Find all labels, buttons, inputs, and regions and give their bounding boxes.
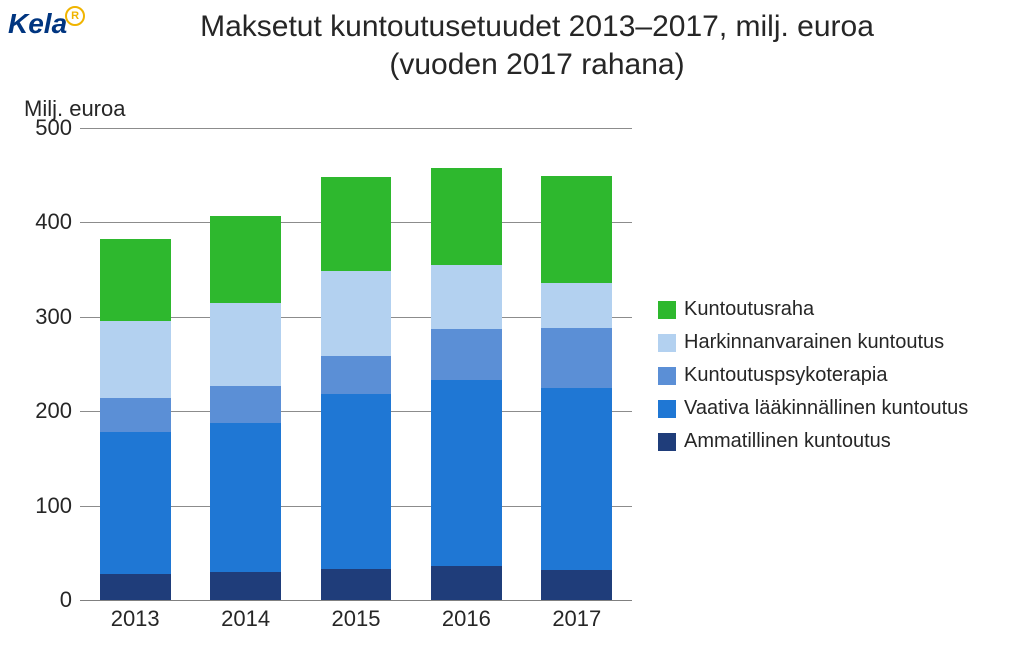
bar-segment-psykoterapia [100, 398, 171, 432]
y-tick-label: 500 [12, 115, 72, 141]
y-tick-label: 200 [12, 398, 72, 424]
bar-segment-vaativa [100, 432, 171, 574]
page-root: KelaR Maksetut kuntoutusetuudet 2013–201… [0, 0, 1024, 670]
bar-segment-vaativa [541, 388, 612, 570]
bar-stack [210, 216, 281, 600]
bar-segment-kuntoutusraha [100, 239, 171, 320]
kela-logo: KelaR [8, 8, 85, 40]
gridline [80, 600, 632, 601]
bar-stack [541, 176, 612, 600]
legend: Kuntoutusraha Harkinnanvarainen kuntoutus… [658, 288, 968, 463]
legend-swatch-icon [658, 433, 676, 451]
bar-segment-harkinnanvar [210, 303, 281, 386]
chart-title: Maksetut kuntoutusetuudet 2013–2017, mil… [90, 8, 984, 83]
bar-segment-kuntoutusraha [431, 168, 502, 265]
title-line-1: Maksetut kuntoutusetuudet 2013–2017, mil… [90, 8, 984, 46]
legend-item-harkinnanvar: Harkinnanvarainen kuntoutus [658, 331, 968, 354]
x-tick-label: 2017 [552, 606, 601, 632]
bar-stack [321, 177, 392, 600]
bar-segment-harkinnanvar [100, 321, 171, 398]
legend-label: Harkinnanvarainen kuntoutus [684, 331, 944, 354]
bar-segment-ammatillinen [431, 566, 502, 600]
legend-swatch-icon [658, 400, 676, 418]
legend-swatch-icon [658, 301, 676, 319]
x-tick-label: 2015 [332, 606, 381, 632]
y-tick-label: 0 [12, 587, 72, 613]
gridline [80, 128, 632, 129]
bar-segment-ammatillinen [541, 570, 612, 600]
bar-segment-kuntoutusraha [210, 216, 281, 303]
x-tick-label: 2014 [221, 606, 270, 632]
bar-segment-kuntoutusraha [541, 176, 612, 283]
legend-label: Kuntoutusraha [684, 298, 814, 321]
bar-segment-vaativa [431, 380, 502, 566]
legend-item-ammatillinen: Ammatillinen kuntoutus [658, 430, 968, 453]
bar-segment-harkinnanvar [321, 271, 392, 356]
bar-stack [431, 168, 502, 600]
legend-swatch-icon [658, 334, 676, 352]
bar-segment-ammatillinen [210, 572, 281, 600]
bar-segment-psykoterapia [541, 328, 612, 387]
bar-segment-harkinnanvar [431, 265, 502, 329]
legend-label: Kuntoutuspsykoterapia [684, 364, 887, 387]
bar-segment-ammatillinen [100, 574, 171, 600]
y-tick-label: 300 [12, 304, 72, 330]
title-line-2: (vuoden 2017 rahana) [90, 46, 984, 84]
legend-item-kuntoutusraha: Kuntoutusraha [658, 298, 968, 321]
bar-segment-ammatillinen [321, 569, 392, 600]
legend-swatch-icon [658, 367, 676, 385]
y-tick-label: 400 [12, 209, 72, 235]
legend-item-vaativa: Vaativa lääkinnällinen kuntoutus [658, 397, 968, 420]
bar-segment-vaativa [321, 394, 392, 569]
y-tick-label: 100 [12, 493, 72, 519]
legend-label: Vaativa lääkinnällinen kuntoutus [684, 397, 968, 420]
bar-segment-harkinnanvar [541, 283, 612, 328]
legend-label: Ammatillinen kuntoutus [684, 430, 891, 453]
bar-segment-psykoterapia [431, 329, 502, 380]
x-tick-label: 2016 [442, 606, 491, 632]
legend-item-psykoterapia: Kuntoutuspsykoterapia [658, 364, 968, 387]
plot-area: 010020030040050020132014201520162017 [80, 128, 632, 600]
logo-text: Kela [8, 8, 67, 39]
bar-segment-psykoterapia [210, 386, 281, 424]
bar-stack [100, 239, 171, 600]
x-tick-label: 2013 [111, 606, 160, 632]
logo-badge-icon: R [65, 6, 85, 26]
bar-segment-kuntoutusraha [321, 177, 392, 271]
bar-segment-vaativa [210, 423, 281, 571]
bar-segment-psykoterapia [321, 356, 392, 394]
